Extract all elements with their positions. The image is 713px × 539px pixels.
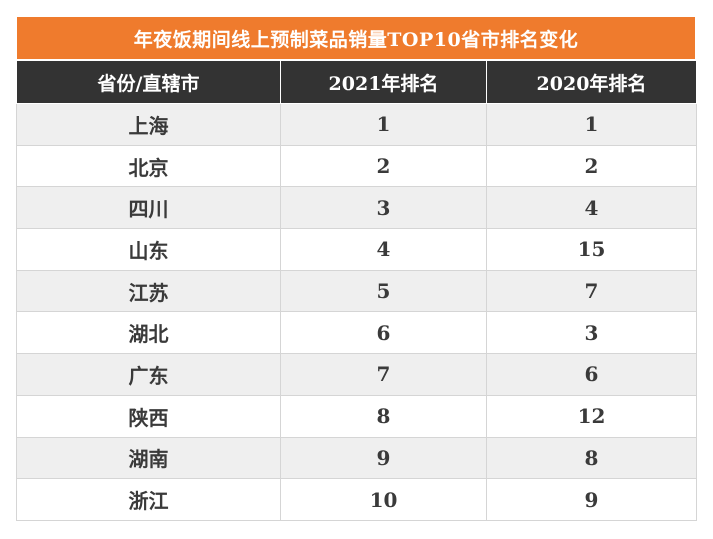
ranking-table-card: 年夜饭期间线上预制菜品销量TOP10省市排名变化 省份/直辖市 2021年排名 …: [16, 16, 697, 521]
table-header-row: 省份/直辖市 2021年排名 2020年排名: [16, 60, 697, 104]
province-cell: 山东: [16, 228, 281, 271]
table-row: 江苏 5 7: [16, 269, 697, 313]
rank-2020-cell: 12: [486, 394, 697, 438]
rank-2020-cell: 2: [486, 144, 697, 188]
rank-2021-cell: 2: [280, 144, 487, 188]
rank-2021-cell: 9: [280, 436, 487, 480]
province-cell: 北京: [16, 144, 281, 188]
table-row: 陕西 8 12: [16, 394, 697, 438]
table-row: 上海 1 1: [16, 103, 697, 146]
rank-2020-cell: 1: [486, 103, 697, 146]
column-header-province: 省份/直辖市: [16, 60, 281, 104]
province-cell: 浙江: [16, 478, 281, 521]
rank-2020-cell: 15: [486, 228, 697, 271]
province-cell: 广东: [16, 353, 281, 396]
province-cell: 四川: [16, 186, 281, 230]
province-cell: 湖南: [16, 436, 281, 480]
table-row: 湖北 6 3: [16, 311, 697, 355]
table-row: 山东 4 15: [16, 228, 697, 271]
column-header-rank-2020: 2020年排名: [486, 60, 697, 104]
province-cell: 湖北: [16, 311, 281, 355]
table-row: 北京 2 2: [16, 144, 697, 188]
rank-2021-cell: 1: [280, 103, 487, 146]
column-header-rank-2021: 2021年排名: [280, 60, 487, 104]
province-cell: 上海: [16, 103, 281, 146]
table-row: 四川 3 4: [16, 186, 697, 230]
ranking-table: 省份/直辖市 2021年排名 2020年排名 上海 1 1 北京 2 2 四川 …: [16, 60, 697, 521]
rank-2020-cell: 3: [486, 311, 697, 355]
rank-2020-cell: 9: [486, 478, 697, 521]
table-title: 年夜饭期间线上预制菜品销量TOP10省市排名变化: [16, 16, 696, 60]
rank-2020-cell: 7: [486, 269, 697, 313]
rank-2021-cell: 7: [280, 353, 487, 396]
rank-2020-cell: 6: [486, 353, 697, 396]
table-row: 广东 7 6: [16, 353, 697, 396]
rank-2021-cell: 4: [280, 228, 487, 271]
rank-2021-cell: 8: [280, 394, 487, 438]
province-cell: 江苏: [16, 269, 281, 313]
province-cell: 陕西: [16, 394, 281, 438]
table-row: 浙江 10 9: [16, 478, 697, 521]
rank-2021-cell: 6: [280, 311, 487, 355]
rank-2020-cell: 4: [486, 186, 697, 230]
rank-2020-cell: 8: [486, 436, 697, 480]
rank-2021-cell: 10: [280, 478, 487, 521]
rank-2021-cell: 3: [280, 186, 487, 230]
rank-2021-cell: 5: [280, 269, 487, 313]
table-row: 湖南 9 8: [16, 436, 697, 480]
